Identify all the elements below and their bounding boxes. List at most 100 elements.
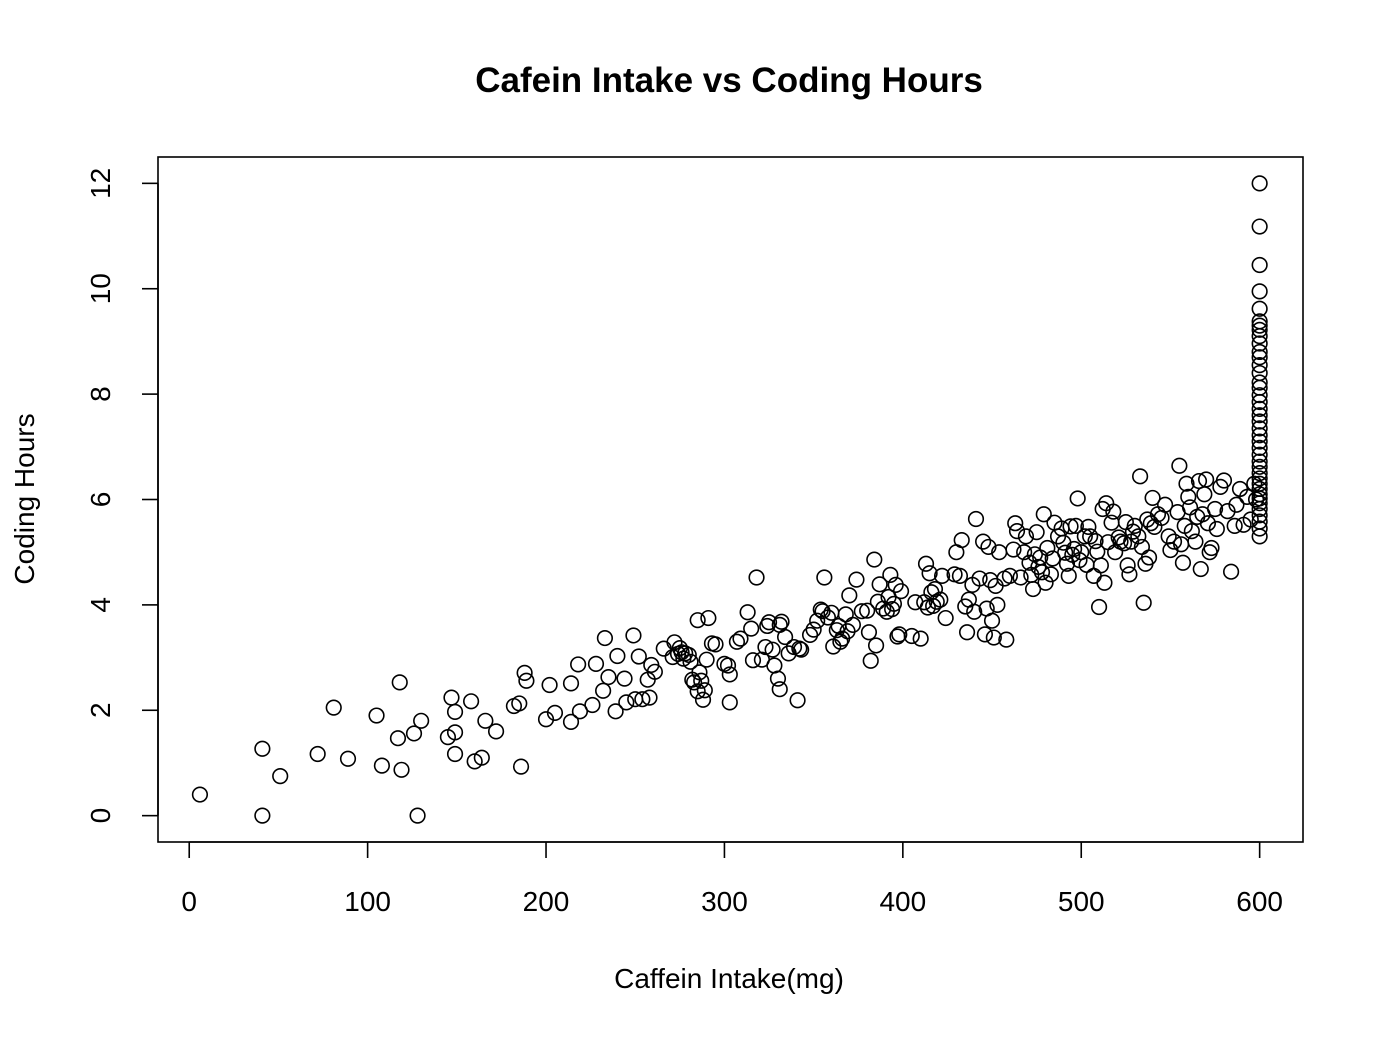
data-point <box>446 724 464 741</box>
data-point <box>443 689 460 706</box>
data-point <box>689 612 706 629</box>
data-point <box>866 551 883 568</box>
data-point <box>1251 453 1268 470</box>
data-point <box>641 689 658 706</box>
data-point <box>1199 515 1217 532</box>
data-point <box>766 657 783 674</box>
data-point <box>1203 539 1220 557</box>
data-point <box>541 676 558 694</box>
x-tick-label: 600 <box>1236 886 1283 917</box>
data-point <box>853 603 870 620</box>
data-points <box>191 175 1268 824</box>
data-point <box>1251 495 1268 512</box>
data-point <box>325 699 342 716</box>
data-point <box>933 567 951 585</box>
data-point <box>1080 518 1097 536</box>
data-point <box>693 672 710 689</box>
data-point <box>694 691 712 708</box>
data-point <box>691 664 708 681</box>
data-point <box>1239 488 1256 505</box>
data-point <box>932 591 949 608</box>
data-point <box>769 670 787 687</box>
x-tick-label: 300 <box>701 886 748 917</box>
data-point <box>1251 470 1268 487</box>
data-point <box>1251 528 1268 545</box>
data-point <box>477 712 494 729</box>
data-point <box>958 624 976 641</box>
data-point <box>1251 400 1268 417</box>
data-point <box>616 670 633 687</box>
data-point <box>1251 500 1268 518</box>
y-tick-label: 2 <box>85 702 116 718</box>
data-point <box>1140 549 1158 566</box>
chart-title: Cafein Intake vs Coding Hours <box>475 61 983 100</box>
data-point <box>1251 446 1268 463</box>
data-point <box>805 621 822 638</box>
data-point <box>983 612 1001 629</box>
data-point <box>728 633 746 650</box>
data-point <box>971 570 988 587</box>
data-point <box>373 757 390 774</box>
data-point <box>841 587 858 604</box>
data-point <box>793 641 810 658</box>
data-point <box>1037 574 1054 591</box>
data-point <box>682 653 699 670</box>
data-point <box>512 758 530 775</box>
data-point <box>696 682 713 699</box>
data-point <box>1206 500 1224 518</box>
data-point <box>700 609 717 627</box>
data-point <box>1012 569 1029 586</box>
data-point <box>680 646 697 664</box>
y-tick-label: 4 <box>85 597 116 613</box>
data-point <box>1096 574 1113 591</box>
data-point <box>867 637 885 654</box>
x-tick-label: 500 <box>1058 886 1105 917</box>
data-point <box>254 807 271 824</box>
data-point <box>859 602 876 619</box>
x-tick-label: 200 <box>523 886 570 917</box>
data-point <box>809 612 826 629</box>
data-point <box>1251 458 1268 475</box>
data-point <box>1156 496 1174 513</box>
data-point <box>967 510 985 528</box>
data-point <box>1228 496 1245 513</box>
y-axis-label: Coding Hours <box>9 413 40 584</box>
data-point <box>1251 433 1268 450</box>
data-point <box>254 740 271 757</box>
data-point <box>1017 528 1035 545</box>
data-point <box>1251 300 1268 317</box>
data-point <box>1126 517 1143 534</box>
data-point <box>562 675 580 692</box>
y-tick-label: 0 <box>85 808 116 824</box>
data-point <box>773 613 790 630</box>
data-point <box>413 712 430 729</box>
data-point <box>339 750 357 767</box>
y-tick-label: 6 <box>85 492 116 508</box>
data-point <box>686 674 703 691</box>
data-point <box>587 655 605 673</box>
data-point <box>903 627 920 645</box>
y-tick-label: 10 <box>85 273 116 304</box>
data-point <box>1180 488 1197 505</box>
data-point <box>760 614 778 631</box>
data-point <box>516 664 533 681</box>
data-point <box>1165 533 1183 550</box>
data-point <box>1251 520 1268 537</box>
data-point <box>1246 475 1263 492</box>
data-point <box>953 531 970 549</box>
data-point <box>1251 393 1268 411</box>
data-point <box>1196 486 1213 503</box>
data-point <box>819 609 837 626</box>
data-point <box>1178 475 1195 492</box>
data-point <box>1024 580 1042 598</box>
data-point <box>391 674 408 691</box>
data-point <box>1117 514 1134 531</box>
data-point <box>1042 566 1060 583</box>
y-tick-label: 8 <box>85 386 116 402</box>
data-point <box>1251 439 1268 456</box>
data-point <box>1008 523 1026 540</box>
data-point <box>1105 503 1122 520</box>
data-point <box>871 576 888 593</box>
data-point <box>1062 518 1079 535</box>
